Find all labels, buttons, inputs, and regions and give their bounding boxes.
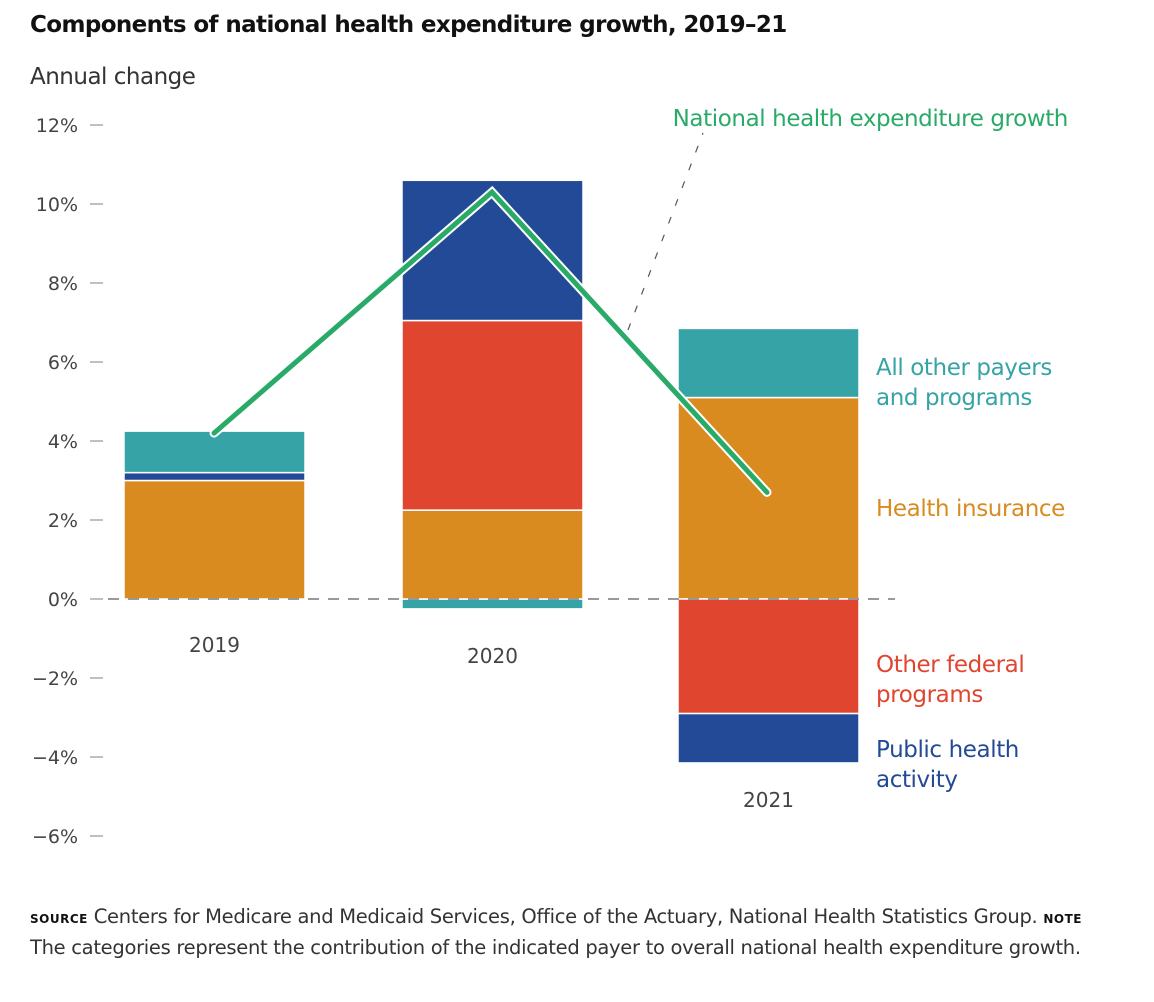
y-tick-label: 6% [48, 352, 78, 374]
y-tick-label: 8% [48, 273, 78, 295]
y-tick-label: 10% [36, 194, 78, 216]
legend-label: All other payers [876, 355, 1052, 381]
bar-segment-other-federal-programs-2021 [677, 598, 860, 715]
y-tick-label: −2% [32, 668, 78, 690]
legend-label: programs [876, 682, 983, 708]
legend-label: Health insurance [876, 496, 1065, 522]
footer-note: SOURCE Centers for Medicare and Medicaid… [30, 902, 1090, 962]
y-tick-label: 0% [48, 589, 78, 611]
y-tick-label: −4% [32, 747, 78, 769]
y-tick-label: 12% [36, 115, 78, 137]
bar-segment-public-health-activity-2019 [123, 471, 306, 482]
x-tick-label: 2019 [189, 633, 240, 657]
note-text: The categories represent the contributio… [30, 936, 1081, 959]
y-tick-label: 2% [48, 510, 78, 532]
chart-area: 12% 10% 8% 6% 4% 2% 0% −2% −4% −6% 2019 2020 2021 N… [32, 106, 1068, 848]
y-tick-label: 4% [48, 431, 78, 453]
annotation-nhe-growth: National health expenditure growth [673, 106, 1068, 132]
bar-segment-all-other-payers-and-programs-2019 [123, 430, 306, 474]
legend: All other payers and programs Health insur… [876, 355, 1065, 793]
bar-segment-health-insurance-2020 [401, 509, 584, 600]
legend-label: Public health [876, 737, 1019, 763]
y-axis-title: Annual change [30, 64, 196, 90]
legend-label: Other federal [876, 652, 1024, 678]
note-label: NOTE [1043, 908, 1082, 928]
legend-label: and programs [876, 385, 1032, 411]
legend-label: activity [876, 767, 958, 793]
chart-title: Components of national health expenditur… [30, 12, 787, 38]
bar-segment-health-insurance-2019 [123, 479, 306, 600]
bar-segment-public-health-activity-2021 [677, 712, 860, 764]
bar-segment-other-federal-programs-2020 [401, 319, 584, 511]
annotation-leader-line [627, 132, 704, 331]
y-axis: 12% 10% 8% 6% 4% 2% 0% −2% −4% −6% [32, 115, 103, 848]
bar-segment-all-other-payers-and-programs-2021 [677, 327, 860, 399]
source-label: SOURCE [30, 908, 88, 928]
x-axis-labels: 2019 2020 2021 [189, 633, 794, 812]
source-text: Centers for Medicare and Medicaid Servic… [87, 905, 1044, 928]
bar-segment-all-other-payers-and-programs-2020 [401, 598, 584, 610]
bar-segment-public-health-activity-2020 [401, 179, 584, 322]
nhe-growth-line [209, 185, 772, 497]
y-tick-label: −6% [32, 826, 78, 848]
x-tick-label: 2020 [467, 644, 518, 668]
x-tick-label: 2021 [743, 788, 794, 812]
bars [123, 179, 860, 764]
